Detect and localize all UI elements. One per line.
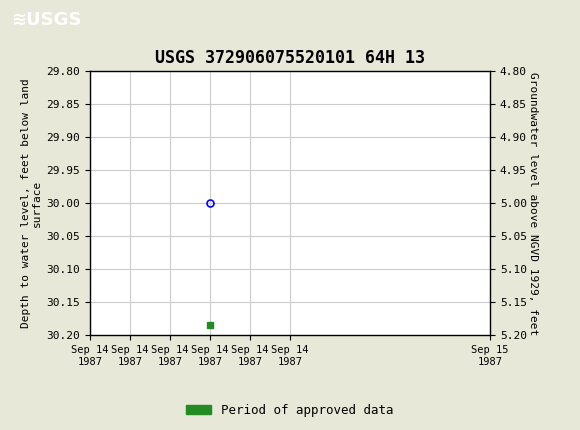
Legend: Period of approved data: Period of approved data bbox=[181, 399, 399, 421]
Text: ≋USGS: ≋USGS bbox=[12, 10, 82, 28]
Y-axis label: Depth to water level, feet below land
surface: Depth to water level, feet below land su… bbox=[21, 78, 42, 328]
Title: USGS 372906075520101 64H 13: USGS 372906075520101 64H 13 bbox=[155, 49, 425, 67]
Y-axis label: Groundwater level above NGVD 1929, feet: Groundwater level above NGVD 1929, feet bbox=[528, 71, 538, 335]
